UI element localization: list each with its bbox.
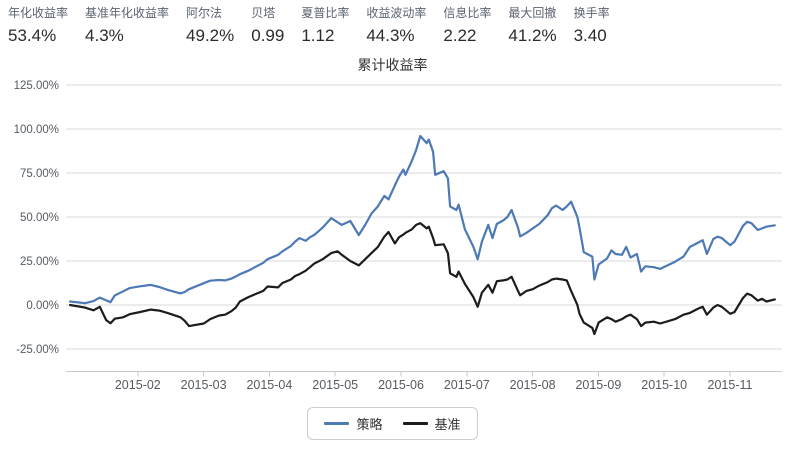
x-axis-label: 2015-09 xyxy=(575,378,621,392)
x-axis-label: 2015-08 xyxy=(510,378,556,392)
y-axis-label: 50.00% xyxy=(20,212,59,224)
metric-value: 2.22 xyxy=(443,26,477,45)
metric-value: 49.2% xyxy=(186,26,235,45)
x-axis-label: 2015-03 xyxy=(181,378,227,392)
cumulative-return-chart-canvas[interactable]: 125.00% 100.00% 75.00% 50.00% 25.00% 0.00% -25… xyxy=(0,75,785,405)
metric-value: 3.40 xyxy=(573,26,607,45)
metric-max-drawdown: 最大回撤 41.2% xyxy=(508,6,556,48)
legend-box: 策略 基准 xyxy=(307,407,478,440)
metric-return-volatility: 收益波动率 44.3% xyxy=(366,6,426,48)
metric-label: 换手率 xyxy=(573,6,610,20)
metric-alpha: 阿尔法 49.2% xyxy=(186,6,234,48)
metric-value: 53.4% xyxy=(8,26,57,45)
legend-item-benchmark[interactable]: 基准 xyxy=(402,414,461,433)
metric-turnover-rate: 换手率 3.40 xyxy=(574,6,610,48)
y-axis-label: 0.00% xyxy=(26,300,59,312)
y-axis-label: 125.00% xyxy=(14,80,59,92)
metric-benchmark-annualized-return: 基准年化收益率 4.3% xyxy=(85,6,169,48)
benchmark-line-marker-icon xyxy=(402,422,428,425)
metric-annualized-return: 年化收益率 53.4% xyxy=(8,6,68,48)
metric-label: 阿尔法 xyxy=(186,6,223,20)
metric-value: 0.99 xyxy=(251,26,285,45)
metric-information-ratio: 信息比率 2.22 xyxy=(443,6,491,48)
x-axis-label: 2015-06 xyxy=(378,378,424,392)
y-axis-label: 25.00% xyxy=(20,256,59,268)
metric-label: 夏普比率 xyxy=(301,6,350,20)
strategy-line xyxy=(68,134,776,305)
metric-label: 最大回撤 xyxy=(508,6,557,20)
metric-label: 年化收益率 xyxy=(8,6,69,20)
metric-value: 1.12 xyxy=(301,26,335,45)
legend-item-strategy[interactable]: 策略 xyxy=(324,414,383,433)
metric-label: 信息比率 xyxy=(443,6,492,20)
y-axis-label: -25.00% xyxy=(16,344,59,356)
x-axis-label: 2015-07 xyxy=(444,378,490,392)
x-axis-label: 2015-10 xyxy=(641,378,687,392)
y-axis-label: 75.00% xyxy=(20,168,59,180)
metric-label: 基准年化收益率 xyxy=(85,6,170,20)
metrics-bar: 年化收益率 53.4% 基准年化收益率 4.3% 阿尔法 49.2% 贝塔 0.… xyxy=(8,6,785,48)
metric-value: 41.2% xyxy=(508,26,557,45)
x-axis-label: 2015-02 xyxy=(115,378,161,392)
metric-value: 44.3% xyxy=(366,26,415,45)
x-axis-label: 2015-11 xyxy=(708,378,753,392)
chart-legend: 策略 基准 xyxy=(0,407,785,440)
strategy-line-marker-icon xyxy=(324,422,350,425)
chart-title: 累计收益率 xyxy=(357,57,428,73)
legend-label-strategy: 策略 xyxy=(356,417,383,432)
metric-value: 4.3% xyxy=(85,26,124,45)
legend-label-benchmark: 基准 xyxy=(434,417,461,432)
x-axis-label: 2015-04 xyxy=(246,378,292,392)
benchmark-line xyxy=(68,222,776,336)
metric-beta: 贝塔 0.99 xyxy=(251,6,284,48)
metric-label: 贝塔 xyxy=(251,6,276,20)
metric-label: 收益波动率 xyxy=(366,6,427,20)
y-axis-label: 100.00% xyxy=(14,124,59,136)
x-axis-label: 2015-05 xyxy=(312,378,358,392)
metric-sharpe-ratio: 夏普比率 1.12 xyxy=(301,6,349,48)
